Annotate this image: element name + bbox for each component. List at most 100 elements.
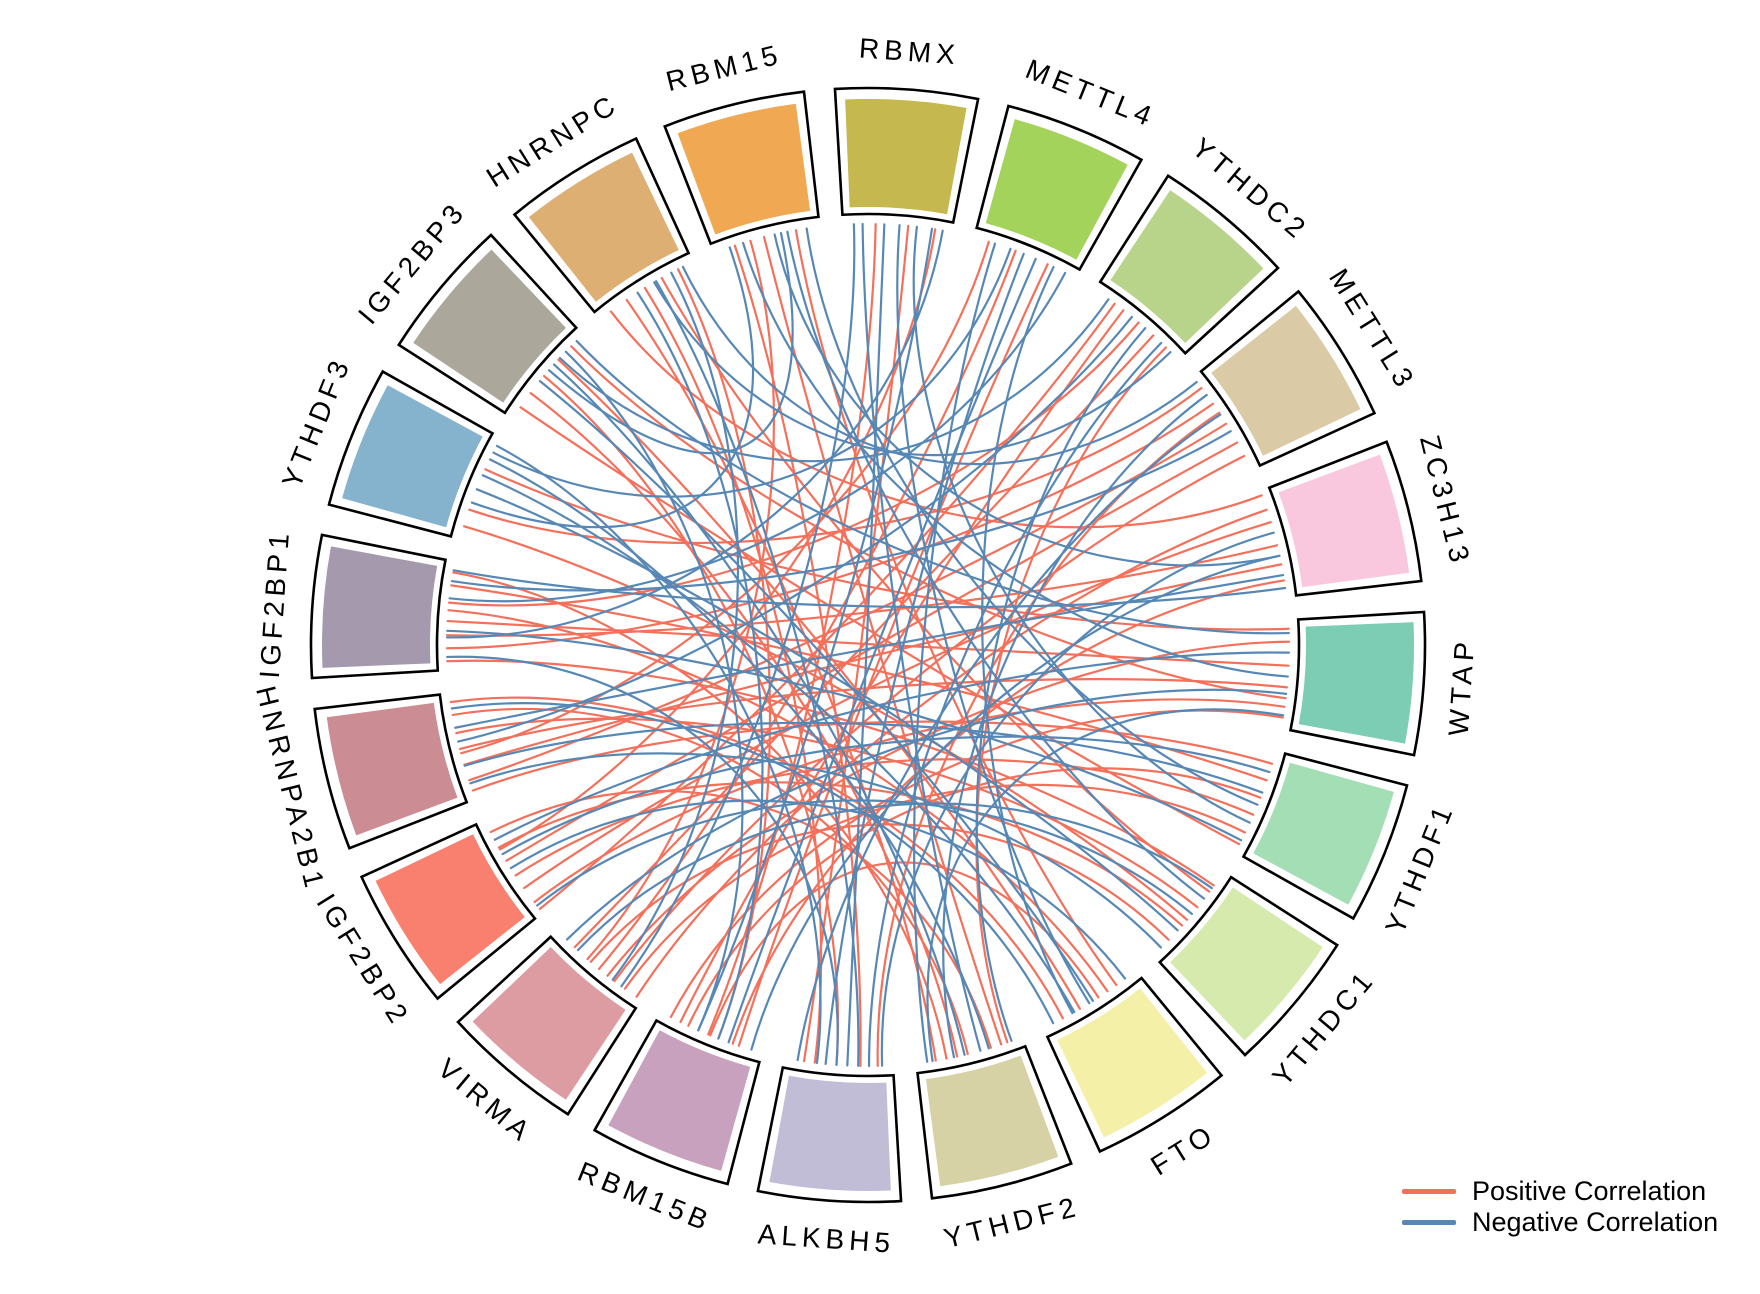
- positive-correlation-link-RBM15-ALKBH5: [733, 244, 862, 1068]
- negative-correlation-link-METTL3-IGF2BP1: [450, 430, 1232, 592]
- sector-fill-VIRMA: [472, 947, 626, 1100]
- negative-correlation-link-RBM15-ZC3H13: [773, 233, 1281, 567]
- negative-correlation-link-YTHDC2-YTHDF2: [975, 327, 1147, 1042]
- sector-fill-METTL4: [985, 119, 1128, 260]
- negative-correlation-link-ZC3H13-HNRNPA2B1: [454, 573, 1285, 729]
- positive-correlation-link-RBM15-FTO: [794, 229, 1118, 987]
- sector-fill-ALKBH5: [769, 1075, 891, 1191]
- sector-fill-HNRNPA2B1: [326, 702, 458, 836]
- negative-correlation-link-RBMX-IGF2BP1: [445, 229, 944, 639]
- sector-fill-YTHDF3: [342, 385, 483, 528]
- sector-fill-YTHDC2: [1110, 190, 1264, 343]
- negative-correlation-link-RBM15-YTHDF1: [805, 227, 1259, 806]
- sector-label-YTHDF2: YTHDF2: [941, 1190, 1083, 1254]
- negative-correlation-link-WTAP-IGF2BP2: [493, 651, 1291, 841]
- negative-correlation-link-YTHDC1-HNRNPA2B1: [469, 752, 1162, 949]
- negative-correlation-link-FTO-IGF2BP2: [509, 799, 1127, 980]
- positive-correlation-link-YTHDF3-METTL3: [468, 386, 1203, 545]
- positive-correlation-link-IGF2BP3-ALKBH5: [543, 374, 840, 1066]
- negative-correlation-label: Negative Correlation: [1472, 1207, 1719, 1237]
- positive-correlation-link-VIRMA-ZC3H13: [635, 508, 1268, 998]
- positive-correlation-link-YTHDF2-YTHDC2: [975, 346, 1167, 1044]
- positive-correlation-link-VIRMA-YTHDC2: [573, 334, 1155, 949]
- positive-correlation-link-IGF2BP1-YTHDC2: [448, 321, 1140, 607]
- negative-correlation-link-WTAP-IGF2BP3: [575, 339, 1290, 635]
- negative-correlation-link-METTL4-IGF2BP1: [448, 271, 1067, 603]
- negative-correlation-link-YTHDF1-IGF2BP1: [446, 629, 1243, 842]
- sector-fill-YTHDC1: [1170, 887, 1323, 1041]
- positive-correlation-link-IGF2BP1-WTAP: [446, 619, 1290, 667]
- negative-correlation-link-METTL3-HNRNPC: [681, 265, 1198, 466]
- positive-correlation-label: Positive Correlation: [1472, 1176, 1707, 1206]
- sector-fill-WTAP: [1298, 622, 1414, 744]
- legend-item-negative: Negative Correlation: [1402, 1207, 1718, 1238]
- legend: Positive Correlation Negative Correlatio…: [1402, 1176, 1718, 1238]
- negative-correlation-link-VIRMA-HNRNPC: [611, 271, 739, 981]
- sector-label-FTO: FTO: [1145, 1118, 1221, 1182]
- sector-label-ALKBH5: ALKBH5: [757, 1218, 896, 1259]
- negative-correlation-link-YTHDC2-HNRNPC: [653, 281, 1172, 457]
- positive-correlation-link-RBMX-RBM15B: [707, 222, 877, 1036]
- negative-correlation-link-METTL4-ALKBH5: [824, 252, 1025, 1065]
- negative-correlation-link-FTO-IGF2BP3: [538, 380, 1095, 1002]
- sector-label-IGF2BP1: IGF2BP1: [254, 528, 295, 680]
- positive-correlation-link-RBMX-ALKBH5: [802, 224, 910, 1063]
- positive-correlation-link-HNRNPA2B1-METTL3: [468, 422, 1228, 782]
- sector-label-RBMX: RBMX: [858, 32, 961, 70]
- positive-correlation-link-RBM15B-ZC3H13: [731, 579, 1286, 1045]
- negative-correlation-swatch: [1402, 1220, 1456, 1225]
- positive-correlation-link-IGF2BP1-METTL3: [445, 402, 1215, 650]
- negative-correlation-link-RBMX-FTO: [896, 224, 1091, 1005]
- positive-correlation-link-IGF2BP2-WTAP: [533, 698, 1286, 904]
- positive-correlation-link-METTL3-VIRMA: [613, 454, 1246, 983]
- sector-label-WTAP: WTAP: [1443, 636, 1481, 737]
- negative-correlation-link-YTHDC1-IGF2BP2: [536, 799, 1193, 916]
- sector-fill-METTL3: [1211, 305, 1361, 456]
- negative-correlation-link-YTHDF1-IGF2BP2: [501, 735, 1271, 856]
- sector-fill-RBM15: [677, 103, 811, 235]
- sector-fill-YTHDF2: [925, 1055, 1059, 1187]
- sector-fill-RBM15B: [608, 1030, 751, 1171]
- negative-correlation-link-YTHDF1-HNRNPA2B1: [463, 721, 1264, 794]
- negative-correlation-link-YTHDC1-VIRMA: [576, 802, 1213, 952]
- negative-correlation-link-RBM15B-IGF2BP3: [564, 350, 744, 1032]
- negative-correlation-link-METTL4-YTHDF2: [913, 242, 997, 1063]
- negative-correlation-link-ALKBH5-HNRNPC: [654, 280, 860, 1067]
- negative-correlation-link-RBMX-YTHDF2: [861, 222, 982, 1052]
- negative-correlation-link-RBM15-WTAP: [742, 241, 1289, 678]
- legend-item-positive: Positive Correlation: [1402, 1176, 1718, 1207]
- negative-correlation-link-ZC3H13-ALKBH5: [880, 531, 1275, 1067]
- negative-correlation-link-ALKBH5-YTHDF3: [495, 444, 822, 1064]
- negative-correlation-link-YTHDC2-IGF2BP3: [558, 298, 1110, 463]
- negative-correlation-link-YTHDC1-YTHDF3: [475, 488, 1179, 932]
- negative-correlation-link-YTHDF2-IGF2BP3: [552, 363, 966, 1056]
- negative-correlation-link-YTHDC2-ALKBH5: [867, 341, 1163, 1068]
- sector-fill-HNRNPC: [528, 152, 679, 302]
- negative-correlation-link-WTAP-YTHDF2: [926, 708, 1285, 1063]
- positive-correlation-swatch: [1402, 1189, 1456, 1194]
- negative-correlation-link-RBMX-ALKBH5: [846, 223, 886, 1067]
- sector-label-RBM15: RBM15: [663, 38, 785, 97]
- positive-correlation-link-HNRNPC-ALKBH5: [643, 286, 823, 1064]
- sector-fill-IGF2BP1: [321, 546, 438, 668]
- sector-fill-IGF2BP3: [413, 249, 566, 403]
- positive-correlation-link-IGF2BP3-YTHDF1: [519, 406, 1241, 846]
- negative-correlation-link-RBM15B-HNRNPC: [636, 291, 764, 1040]
- positive-correlation-link-RBMX-IGF2BP2: [498, 228, 937, 851]
- negative-correlation-link-RBM15-YTHDC1: [786, 230, 1206, 900]
- sector-fill-IGF2BP2: [375, 834, 525, 985]
- negative-correlation-link-METTL4-YTHDF3: [492, 247, 1012, 498]
- negative-correlation-link-RBMX-YTHDF1: [912, 225, 1251, 824]
- negative-correlation-link-ALKBH5-IGF2BP1: [446, 655, 839, 1066]
- positive-correlation-link-IGF2BP1-YTHDC1: [446, 659, 1215, 887]
- negative-correlation-link-ZC3H13-IGF2BP1: [452, 569, 1287, 609]
- positive-correlation-link-IGF2BP2-ZC3H13: [523, 521, 1272, 890]
- positive-correlation-link-METTL4-VIRMA: [597, 249, 1017, 970]
- positive-correlation-link-IGF2BP3-WTAP: [570, 345, 1287, 700]
- positive-correlation-link-IGF2BP3-YTHDF2: [529, 392, 959, 1058]
- negative-correlation-link-RBMX-RBM15B: [697, 227, 934, 1032]
- negative-correlation-link-METTL3-YTHDF2: [942, 393, 1208, 1059]
- positive-correlation-link-HNRNPA2B1-YTHDF1: [471, 720, 1274, 792]
